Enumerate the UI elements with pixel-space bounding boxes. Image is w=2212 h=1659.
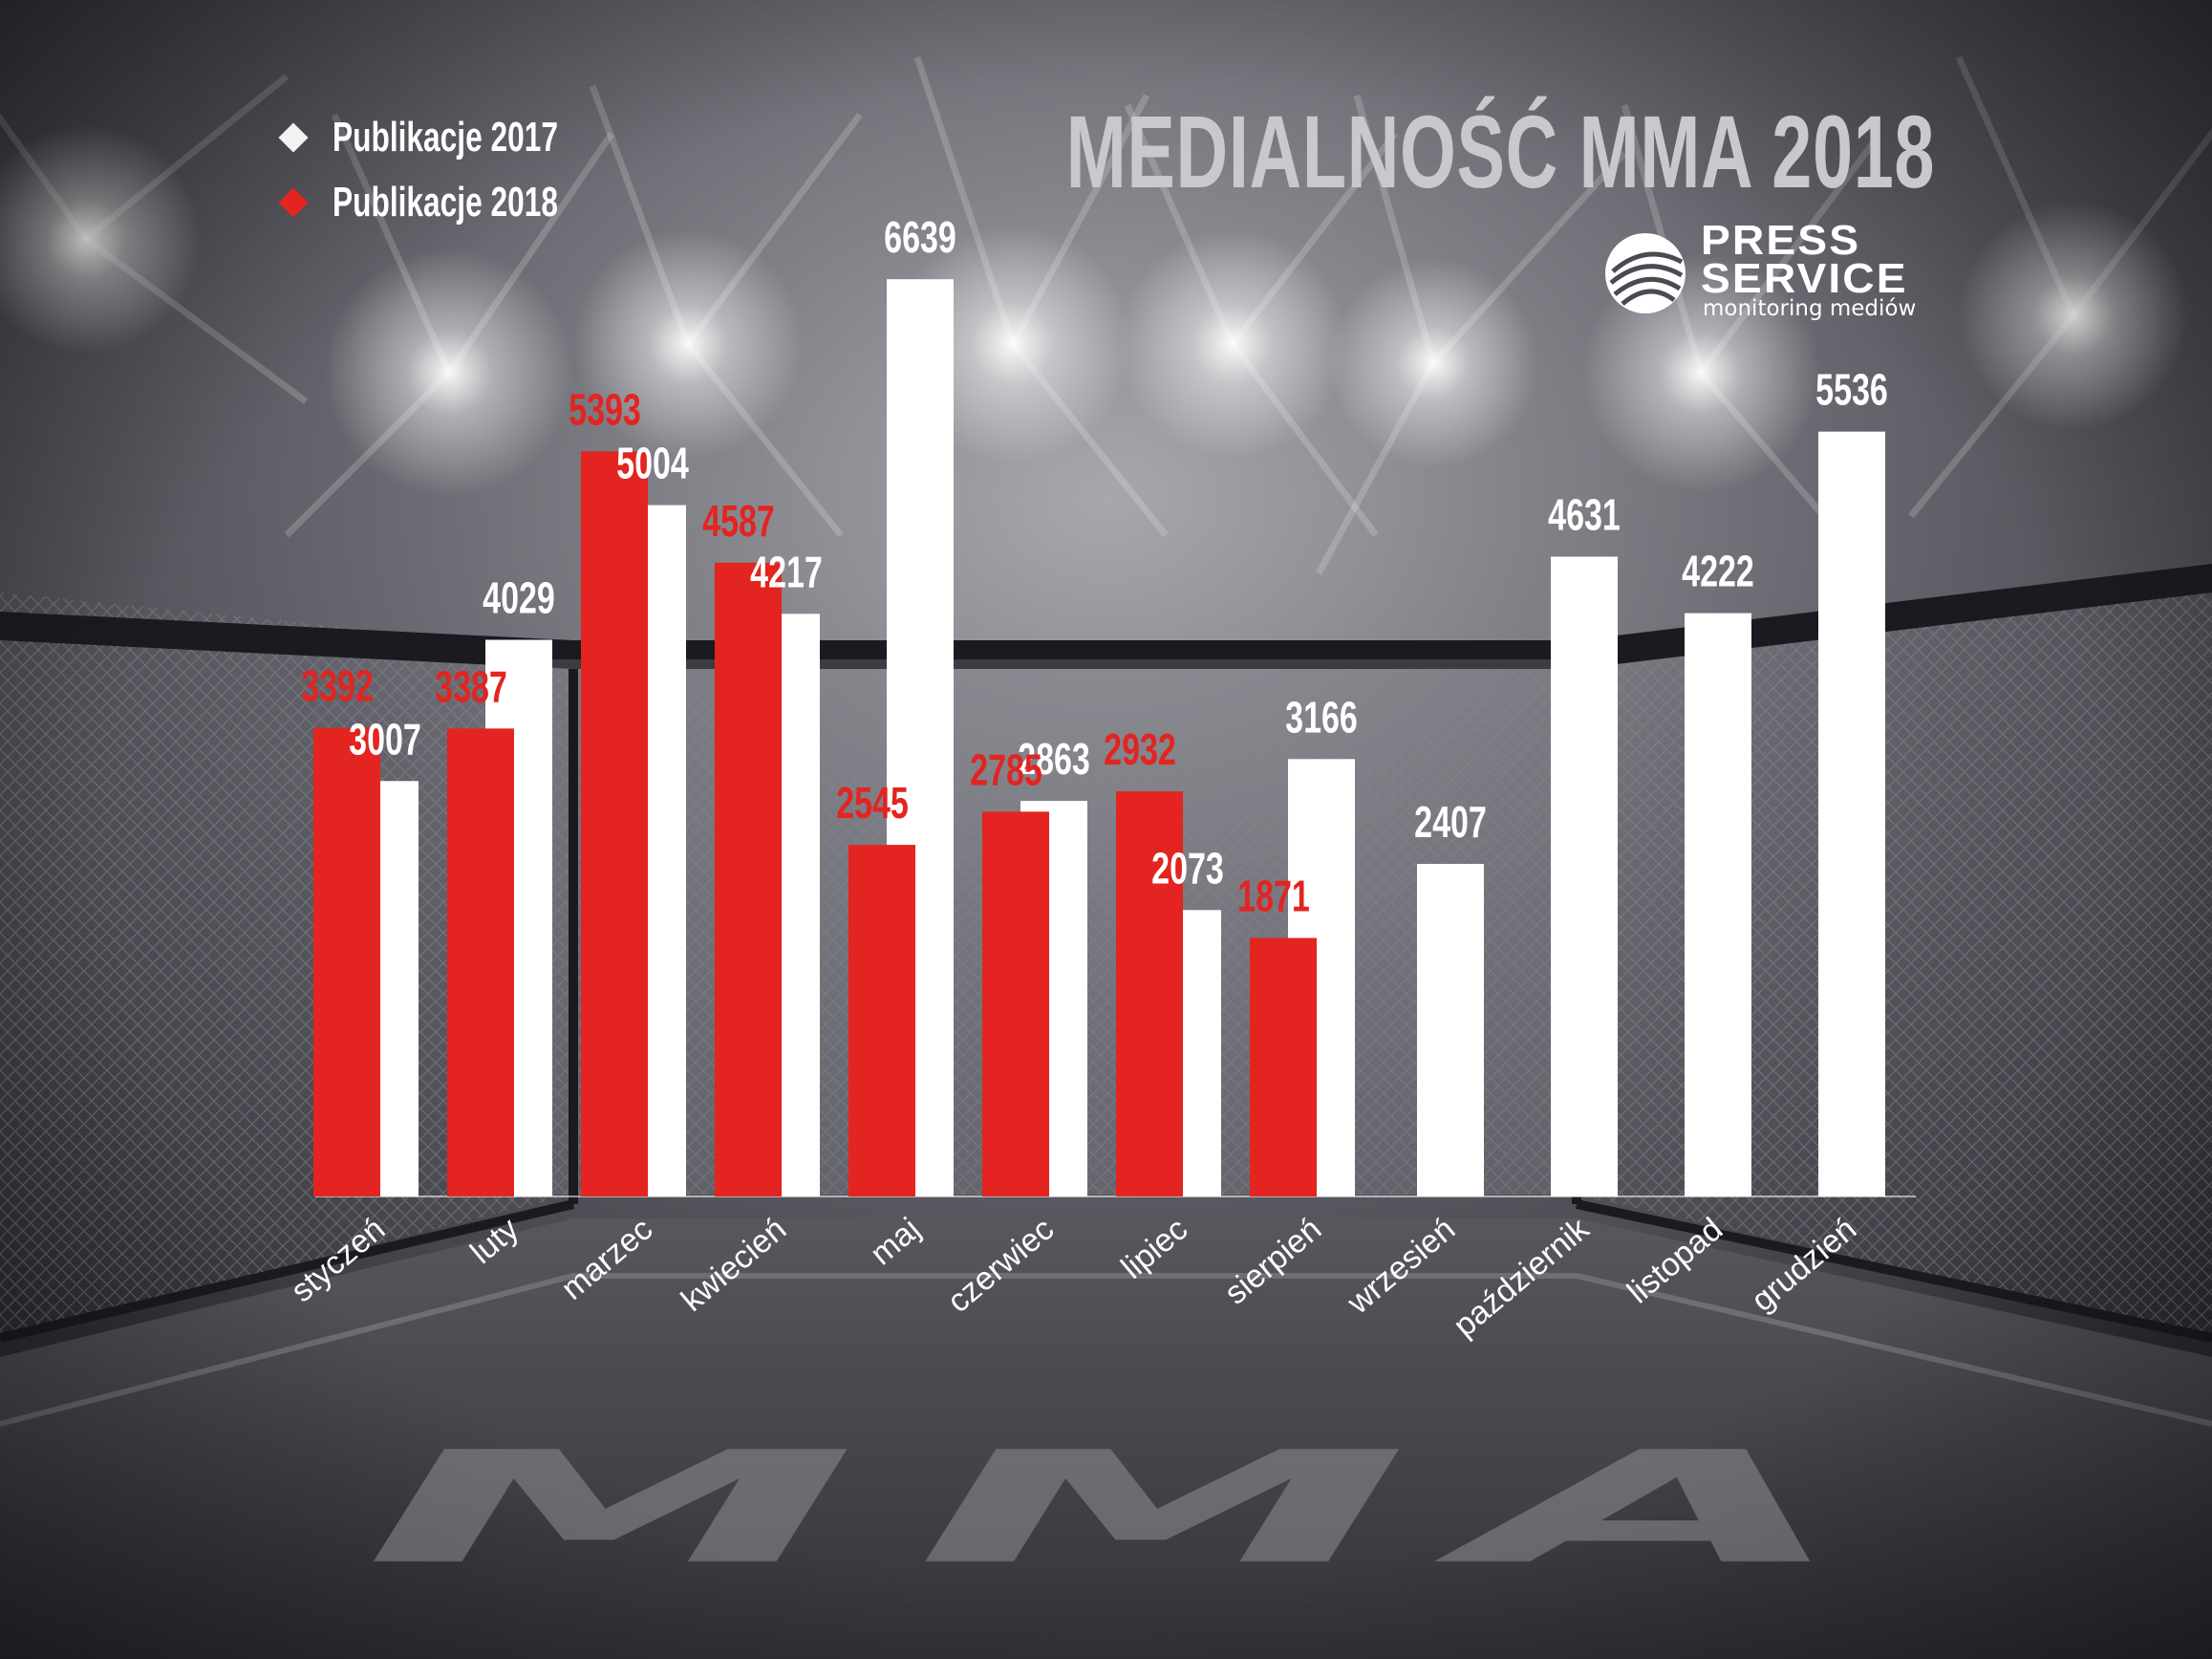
x-tick-label: październik	[1447, 1210, 1597, 1344]
value-label: 2073	[1151, 843, 1224, 893]
brand-name-line2: SERVICE	[1701, 255, 1908, 302]
legend-label: Publikacje 2018	[333, 179, 558, 226]
value-label: 4217	[750, 547, 823, 596]
brand-name: PRESS SERVICE	[1701, 220, 1908, 300]
legend-item-2017[interactable]: Publikacje 2017	[278, 105, 646, 170]
x-tick-labels: styczeń luty marzec kwiecień maj czerwiec lipi…	[284, 1210, 1863, 1344]
bars	[313, 279, 1885, 1196]
x-tick-label: luty	[463, 1211, 526, 1271]
bar-2018[interactable]	[982, 811, 1049, 1196]
x-tick-label: listopad	[1621, 1211, 1729, 1310]
chart-title: MEDIALNOŚĆ MMA 2018	[1065, 94, 1935, 209]
value-label: 4029	[483, 572, 555, 622]
bar-2018[interactable]	[715, 562, 782, 1196]
value-label: 5393	[569, 384, 641, 434]
x-tick-label: czerwiec	[940, 1211, 1061, 1320]
x-tick-label: lipiec	[1114, 1211, 1194, 1286]
value-label: 5536	[1815, 365, 1888, 415]
legend: Publikacje 2017 Publikacje 2018	[278, 105, 646, 235]
value-label: 5004	[616, 439, 689, 488]
value-label: 3387	[435, 661, 507, 711]
value-label: 4587	[702, 496, 775, 546]
brand-name-line1: PRESS	[1701, 217, 1861, 264]
value-label: 6639	[884, 212, 956, 262]
bar-2018[interactable]	[1116, 791, 1183, 1196]
value-label: 3166	[1285, 692, 1358, 742]
x-tick-label: styczeń	[284, 1211, 392, 1309]
bar-2017[interactable]	[1417, 864, 1484, 1196]
x-tick-label: kwiecień	[675, 1211, 793, 1319]
value-label: 2785	[970, 744, 1042, 794]
globe-icon	[1605, 233, 1686, 313]
bar-2018[interactable]	[1250, 937, 1317, 1196]
bar-2018[interactable]	[581, 451, 648, 1196]
value-label: 2932	[1104, 724, 1176, 774]
bar-2018[interactable]	[848, 845, 915, 1196]
bar-2017[interactable]	[1551, 556, 1618, 1196]
value-label: 4631	[1548, 489, 1621, 539]
value-label: 3007	[349, 714, 421, 764]
mma-watermark: MMA	[363, 1419, 1909, 1599]
bar-2018[interactable]	[313, 727, 380, 1196]
value-label: 4222	[1682, 547, 1754, 596]
x-tick-label: wrzesień	[1340, 1211, 1462, 1322]
x-tick-label: marzec	[554, 1211, 659, 1307]
press-service-logo: PRESS SERVICE monitoring mediów	[1605, 220, 1935, 325]
value-label: 1871	[1237, 871, 1310, 920]
diamond-icon	[278, 122, 309, 153]
x-tick-label: grudzień	[1745, 1211, 1863, 1319]
legend-label: Publikacje 2017	[333, 114, 558, 161]
legend-item-2018[interactable]: Publikacje 2018	[278, 170, 646, 235]
bar-2018[interactable]	[447, 728, 514, 1196]
x-tick-label: maj	[864, 1211, 927, 1272]
value-label: 2407	[1414, 797, 1487, 847]
brand-tagline: monitoring mediów	[1703, 296, 1917, 321]
diamond-icon	[278, 187, 309, 218]
value-label: 2545	[836, 778, 909, 828]
value-label: 3392	[301, 661, 374, 711]
bar-2017[interactable]	[1685, 613, 1751, 1196]
x-tick-label: sierpień	[1217, 1211, 1328, 1312]
bar-2017[interactable]	[1818, 431, 1885, 1196]
value-label: 2863	[1018, 734, 1090, 784]
